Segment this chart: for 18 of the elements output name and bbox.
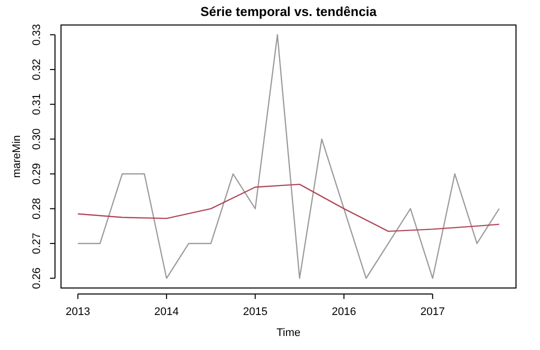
x-axis-title: Time: [276, 327, 301, 339]
y-tick-label: 0.30: [30, 128, 43, 150]
y-axis-title: mareMin: [11, 135, 23, 178]
y-tick-label: 0.32: [30, 58, 43, 80]
y-tick-label: 0.26: [30, 268, 43, 289]
y-tick-label: 0.29: [30, 163, 43, 185]
x-tick-label: 2016: [332, 306, 356, 318]
y-tick-label: 0.33: [30, 24, 43, 46]
chart-title: Série temporal vs. tendência: [200, 4, 378, 19]
x-tick-label: 2017: [420, 306, 445, 318]
line-series: [77, 34, 500, 279]
x-tick-label: 2014: [154, 306, 179, 318]
y-tick-label: 0.27: [30, 232, 43, 254]
line-series: [77, 184, 500, 232]
x-tick-label: 2013: [66, 306, 90, 318]
x-tick-label: 2015: [243, 306, 268, 318]
y-tick-label: 0.28: [30, 198, 43, 220]
y-tick-label: 0.31: [30, 94, 43, 116]
